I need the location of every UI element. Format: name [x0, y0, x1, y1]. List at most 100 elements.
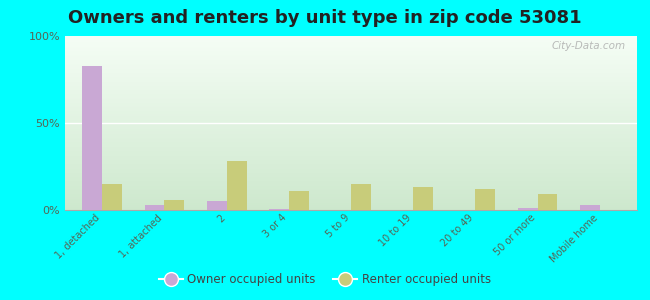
Bar — [65, 68, 637, 69]
Bar — [65, 121, 637, 122]
Bar — [65, 88, 637, 89]
Bar — [65, 45, 637, 46]
Bar — [65, 46, 637, 47]
Bar — [65, 192, 637, 193]
Bar — [65, 116, 637, 117]
Bar — [227, 161, 246, 210]
Bar — [65, 135, 637, 136]
Bar — [65, 209, 637, 210]
Bar — [65, 84, 637, 85]
Bar — [65, 100, 637, 101]
Bar — [65, 164, 637, 165]
Bar — [65, 179, 637, 180]
Bar — [65, 102, 637, 103]
Bar — [65, 47, 637, 48]
Bar — [65, 117, 637, 118]
Bar — [65, 43, 637, 44]
Bar — [65, 173, 637, 174]
Bar — [65, 185, 637, 186]
Bar — [65, 83, 637, 84]
Bar — [65, 53, 637, 54]
Bar — [65, 91, 637, 92]
Bar — [65, 72, 637, 73]
Bar — [65, 163, 637, 164]
Bar — [65, 98, 637, 99]
Bar — [65, 90, 637, 91]
Bar — [580, 205, 600, 210]
Bar — [65, 180, 637, 181]
Bar — [65, 138, 637, 139]
Bar — [65, 92, 637, 93]
Bar — [65, 123, 637, 124]
Bar — [65, 112, 637, 113]
Bar — [65, 143, 637, 144]
Bar — [65, 174, 637, 175]
Bar — [65, 44, 637, 45]
Bar — [65, 169, 637, 170]
Bar — [65, 111, 637, 112]
Bar — [65, 176, 637, 177]
Bar — [517, 208, 538, 210]
Bar — [65, 61, 637, 62]
Bar — [65, 87, 637, 88]
Bar — [65, 162, 637, 163]
Bar — [65, 118, 637, 119]
Bar — [65, 186, 637, 187]
Bar — [65, 105, 637, 106]
Bar — [65, 146, 637, 147]
Bar — [65, 172, 637, 173]
Bar — [65, 56, 637, 57]
Bar — [65, 151, 637, 152]
Bar — [351, 184, 371, 210]
Bar — [65, 96, 637, 97]
Bar — [65, 149, 637, 150]
Bar — [65, 126, 637, 127]
Bar — [144, 205, 164, 210]
Bar — [65, 41, 637, 42]
Bar — [83, 66, 102, 210]
Bar — [65, 107, 637, 108]
Bar — [65, 153, 637, 154]
Bar — [65, 201, 637, 202]
Bar — [65, 95, 637, 96]
Bar — [65, 82, 637, 83]
Bar — [65, 58, 637, 59]
Bar — [65, 195, 637, 196]
Bar — [65, 59, 637, 60]
Bar — [65, 182, 637, 183]
Bar — [65, 158, 637, 159]
Bar — [65, 113, 637, 114]
Bar — [207, 201, 227, 210]
Bar — [65, 106, 637, 107]
Bar — [164, 200, 185, 210]
Bar — [413, 188, 433, 210]
Bar — [65, 198, 637, 199]
Bar — [65, 137, 637, 138]
Bar — [65, 189, 637, 190]
Bar — [65, 62, 637, 63]
Bar — [65, 67, 637, 68]
Bar — [65, 94, 637, 95]
Bar — [65, 204, 637, 205]
Bar — [538, 194, 558, 210]
Bar — [65, 85, 637, 86]
Bar — [65, 36, 637, 37]
Bar — [65, 152, 637, 153]
Bar — [65, 165, 637, 166]
Bar — [65, 122, 637, 123]
Bar — [65, 168, 637, 169]
Bar — [65, 73, 637, 74]
Bar — [65, 120, 637, 121]
Bar — [65, 177, 637, 178]
Bar — [65, 109, 637, 110]
Bar — [65, 191, 637, 192]
Bar — [65, 89, 637, 90]
Bar — [65, 37, 637, 38]
Bar — [65, 156, 637, 157]
Bar — [65, 55, 637, 56]
Bar — [65, 119, 637, 120]
Bar — [65, 194, 637, 195]
Bar — [65, 133, 637, 134]
Bar — [65, 200, 637, 201]
Bar — [65, 81, 637, 82]
